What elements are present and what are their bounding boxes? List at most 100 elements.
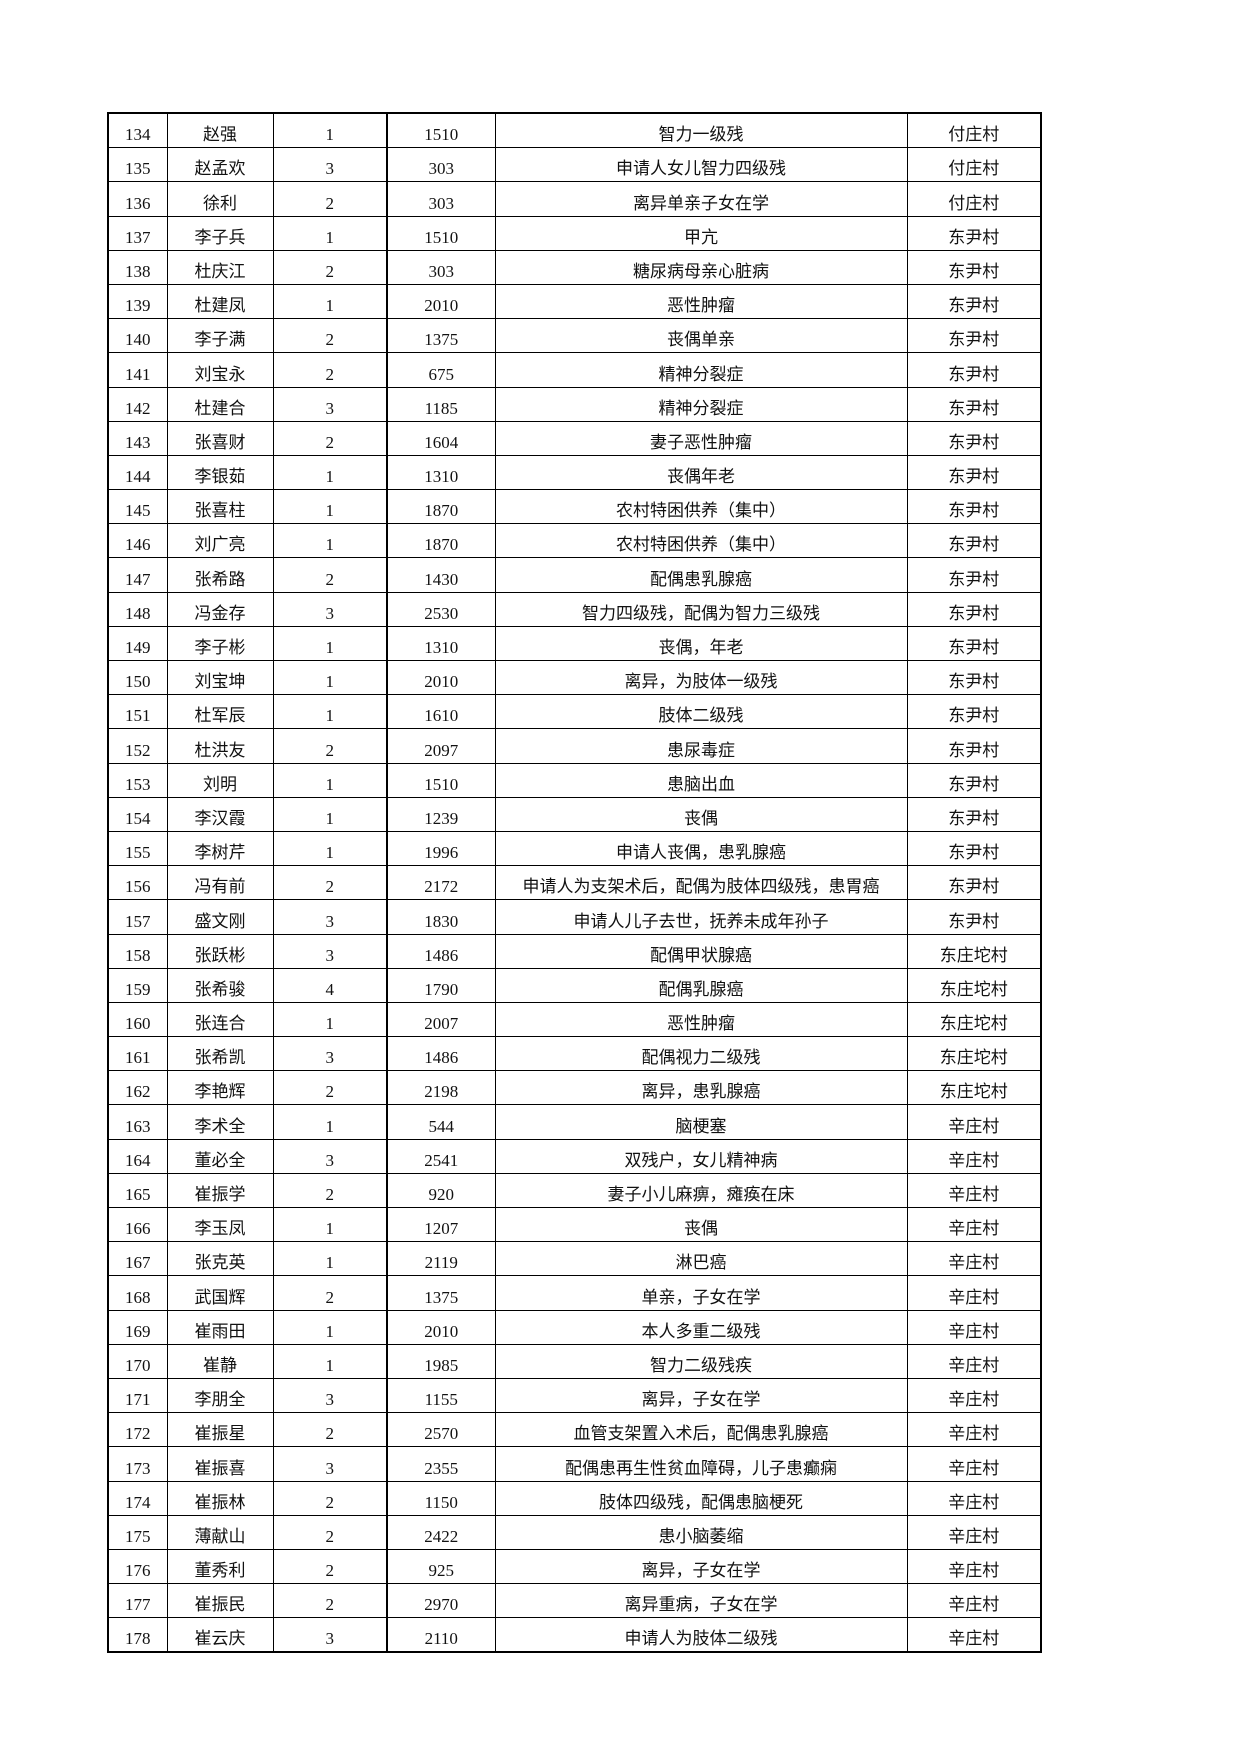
row-number-cell: 138 xyxy=(107,249,168,285)
person-name-cell: 张喜柱 xyxy=(166,489,274,525)
household-size-cell: 2 xyxy=(272,1070,388,1106)
amount-cell: 1486 xyxy=(386,1036,496,1072)
row-number-cell: 164 xyxy=(107,1138,168,1174)
household-size-cell: 2 xyxy=(272,249,388,285)
amount-cell: 544 xyxy=(386,1104,496,1140)
household-size-cell: 2 xyxy=(272,557,388,593)
village-cell: 辛庄村 xyxy=(906,1343,1042,1379)
village-cell: 辛庄村 xyxy=(906,1446,1042,1482)
reason-cell: 甲亢 xyxy=(494,215,908,251)
table-row: 143 张喜财 2 1604 妻子恶性肿瘤 东尹村 xyxy=(107,420,1042,456)
household-size-cell: 2 xyxy=(272,865,388,901)
person-name-cell: 张希路 xyxy=(166,557,274,593)
household-size-cell: 3 xyxy=(272,1138,388,1174)
village-cell: 东尹村 xyxy=(906,283,1042,320)
household-size-cell: 3 xyxy=(272,1446,388,1482)
person-name-cell: 赵强 xyxy=(166,112,274,149)
reason-cell: 申请人为肢体二级残 xyxy=(494,1617,908,1653)
amount-cell: 1185 xyxy=(386,386,496,422)
row-number-cell: 173 xyxy=(107,1446,168,1482)
row-number-cell: 175 xyxy=(107,1514,168,1550)
village-cell: 东尹村 xyxy=(906,318,1042,354)
person-name-cell: 崔振林 xyxy=(166,1480,274,1516)
reason-cell: 离异重病，子女在学 xyxy=(494,1583,908,1619)
reason-cell: 农村特困供养（集中） xyxy=(494,523,908,559)
table-row: 173 崔振喜 3 2355 配偶患再生性贫血障碍，儿子患癫痫 辛庄村 xyxy=(107,1446,1042,1482)
amount-cell: 2570 xyxy=(386,1412,496,1448)
reason-cell: 配偶患乳腺癌 xyxy=(494,557,908,593)
amount-cell: 1604 xyxy=(386,420,496,456)
reason-cell: 脑梗塞 xyxy=(494,1104,908,1140)
person-name-cell: 李树芹 xyxy=(166,830,274,867)
person-name-cell: 赵孟欢 xyxy=(166,147,274,183)
village-cell: 辛庄村 xyxy=(906,1412,1042,1448)
row-number-cell: 170 xyxy=(107,1343,168,1379)
table-row: 178 崔云庆 3 2110 申请人为肢体二级残 辛庄村 xyxy=(107,1617,1042,1653)
village-cell: 辛庄村 xyxy=(906,1377,1042,1414)
person-name-cell: 杜庆江 xyxy=(166,249,274,285)
table-row: 169 崔雨田 1 2010 本人多重二级残 辛庄村 xyxy=(107,1309,1042,1345)
reason-cell: 申请人丧偶，患乳腺癌 xyxy=(494,830,908,867)
amount-cell: 2530 xyxy=(386,591,496,627)
amount-cell: 1510 xyxy=(386,215,496,251)
amount-cell: 675 xyxy=(386,352,496,388)
table-row: 159 张希骏 4 1790 配偶乳腺癌 东庄坨村 xyxy=(107,967,1042,1003)
reason-cell: 申请人为支架术后，配偶为肢体四级残，患胃癌 xyxy=(494,865,908,901)
household-size-cell: 3 xyxy=(272,591,388,627)
amount-cell: 1310 xyxy=(386,454,496,491)
amount-cell: 1207 xyxy=(386,1206,496,1243)
reason-cell: 糖尿病母亲心脏病 xyxy=(494,249,908,285)
household-size-cell: 1 xyxy=(272,625,388,662)
person-name-cell: 杜军辰 xyxy=(166,694,274,730)
household-size-cell: 1 xyxy=(272,112,388,149)
row-number-cell: 148 xyxy=(107,591,168,627)
household-size-cell: 1 xyxy=(272,1343,388,1379)
row-number-cell: 152 xyxy=(107,728,168,764)
person-name-cell: 李子兵 xyxy=(166,215,274,251)
person-name-cell: 刘宝永 xyxy=(166,352,274,388)
row-number-cell: 171 xyxy=(107,1377,168,1414)
person-name-cell: 董秀利 xyxy=(166,1548,274,1585)
household-size-cell: 3 xyxy=(272,899,388,935)
reason-cell: 智力二级残疾 xyxy=(494,1343,908,1379)
household-size-cell: 1 xyxy=(272,796,388,832)
row-number-cell: 156 xyxy=(107,865,168,901)
table-row: 168 武国辉 2 1375 单亲，子女在学 辛庄村 xyxy=(107,1275,1042,1311)
row-number-cell: 162 xyxy=(107,1070,168,1106)
village-cell: 东尹村 xyxy=(906,591,1042,627)
village-cell: 东尹村 xyxy=(906,830,1042,867)
household-size-cell: 1 xyxy=(272,523,388,559)
village-cell: 辛庄村 xyxy=(906,1104,1042,1140)
reason-cell: 丧偶年老 xyxy=(494,454,908,491)
amount-cell: 2172 xyxy=(386,865,496,901)
person-name-cell: 崔振学 xyxy=(166,1172,274,1209)
village-cell: 辛庄村 xyxy=(906,1583,1042,1619)
amount-cell: 303 xyxy=(386,147,496,183)
household-size-cell: 2 xyxy=(272,1583,388,1619)
table-row: 174 崔振林 2 1150 肢体四级残，配偶患脑梗死 辛庄村 xyxy=(107,1480,1042,1516)
table-row: 134 赵强 1 1510 智力一级残 付庄村 xyxy=(107,112,1042,149)
table-row: 172 崔振星 2 2570 血管支架置入术后，配偶患乳腺癌 辛庄村 xyxy=(107,1412,1042,1448)
person-name-cell: 刘宝坤 xyxy=(166,659,274,696)
reason-cell: 妻子小儿麻痹，瘫痪在床 xyxy=(494,1172,908,1209)
household-size-cell: 1 xyxy=(272,830,388,867)
village-cell: 付庄村 xyxy=(906,147,1042,183)
amount-cell: 2198 xyxy=(386,1070,496,1106)
table-row: 162 李艳辉 2 2198 离异，患乳腺癌 东庄坨村 xyxy=(107,1070,1042,1106)
amount-cell: 1150 xyxy=(386,1480,496,1516)
village-cell: 东尹村 xyxy=(906,625,1042,662)
row-number-cell: 145 xyxy=(107,489,168,525)
household-size-cell: 1 xyxy=(272,454,388,491)
reason-cell: 恶性肿瘤 xyxy=(494,1001,908,1038)
household-size-cell: 2 xyxy=(272,420,388,456)
household-size-cell: 1 xyxy=(272,762,388,798)
village-cell: 东尹村 xyxy=(906,523,1042,559)
amount-cell: 303 xyxy=(386,249,496,285)
table-row: 139 杜建凤 1 2010 恶性肿瘤 东尹村 xyxy=(107,283,1042,320)
village-cell: 东尹村 xyxy=(906,762,1042,798)
person-name-cell: 李艳辉 xyxy=(166,1070,274,1106)
table-row: 164 董必全 3 2541 双残户，女儿精神病 辛庄村 xyxy=(107,1138,1042,1174)
household-size-cell: 3 xyxy=(272,1617,388,1653)
row-number-cell: 139 xyxy=(107,283,168,320)
village-cell: 付庄村 xyxy=(906,181,1042,217)
